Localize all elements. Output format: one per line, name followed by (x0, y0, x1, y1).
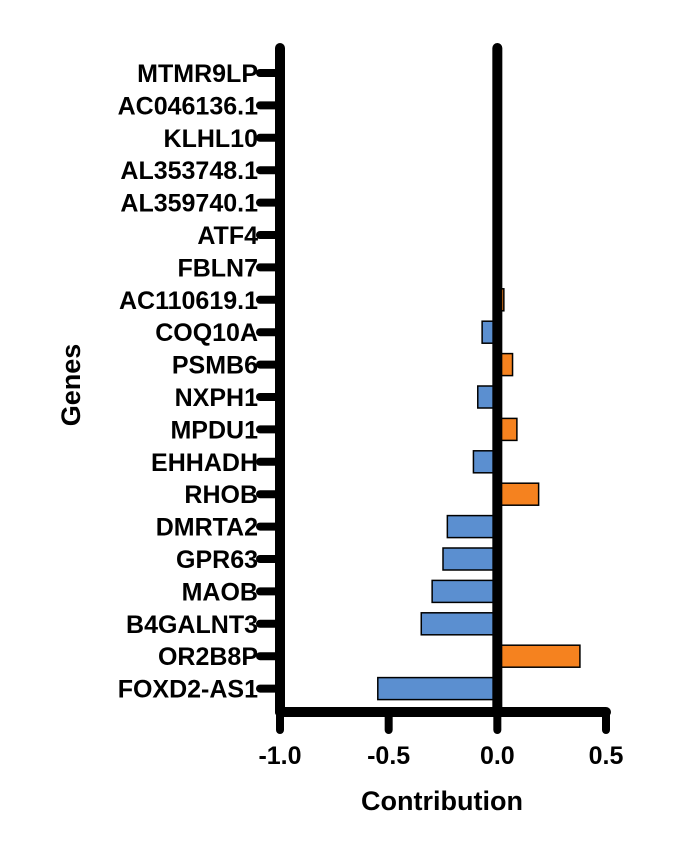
y-tick-label: MPDU1 (170, 416, 258, 444)
bar-maob (431, 579, 499, 604)
y-tick-label: MAOB (182, 578, 258, 606)
x-tick-label: 0.0 (480, 742, 515, 770)
x-tick-label: -1.0 (258, 742, 301, 770)
y-tick-label: AC110619.1 (119, 287, 258, 315)
y-tick-label: FOXD2-AS1 (118, 676, 258, 704)
bar-rhob (496, 482, 540, 506)
y-tick-label: B4GALNT3 (126, 611, 258, 639)
x-tick-label: 0.5 (589, 742, 624, 770)
y-tick-label: MTMR9LP (137, 60, 258, 88)
bar-or2b8p (496, 644, 581, 668)
y-tick-label: AL353748.1 (120, 157, 258, 185)
y-tick-label: KLHL10 (164, 125, 258, 153)
y-axis-title: Genes (56, 344, 86, 427)
labels-group: MTMR9LP AC046136.1 KLHL10 AL353748.1 AL35974… (118, 60, 624, 770)
y-tick-label: GPR63 (176, 546, 258, 574)
bar-b4galnt3 (420, 612, 499, 636)
bar-dmrta2 (446, 514, 499, 539)
bars-group (377, 61, 581, 701)
y-tick-label: AL359740.1 (120, 190, 258, 218)
y-tick-label: RHOB (184, 481, 258, 509)
y-tick-label: EHHADH (151, 449, 258, 477)
y-tick-label: PSMB6 (172, 352, 258, 380)
y-tick-label: COQ10A (155, 319, 258, 347)
y-tick-label: OR2B8P (158, 643, 258, 671)
axes-group (256, 43, 611, 734)
y-tick-label: FBLN7 (177, 254, 258, 282)
y-tick-label: DMRTA2 (156, 514, 258, 542)
x-axis-title: Contribution (361, 786, 523, 816)
y-tick-label: AC046136.1 (118, 92, 258, 120)
x-tick-label: -0.5 (367, 742, 410, 770)
bar-foxd2-as1 (377, 676, 499, 701)
y-tick-label: NXPH1 (175, 384, 258, 412)
bar-gpr63 (442, 547, 499, 571)
y-tick-label: ATF4 (197, 222, 258, 250)
